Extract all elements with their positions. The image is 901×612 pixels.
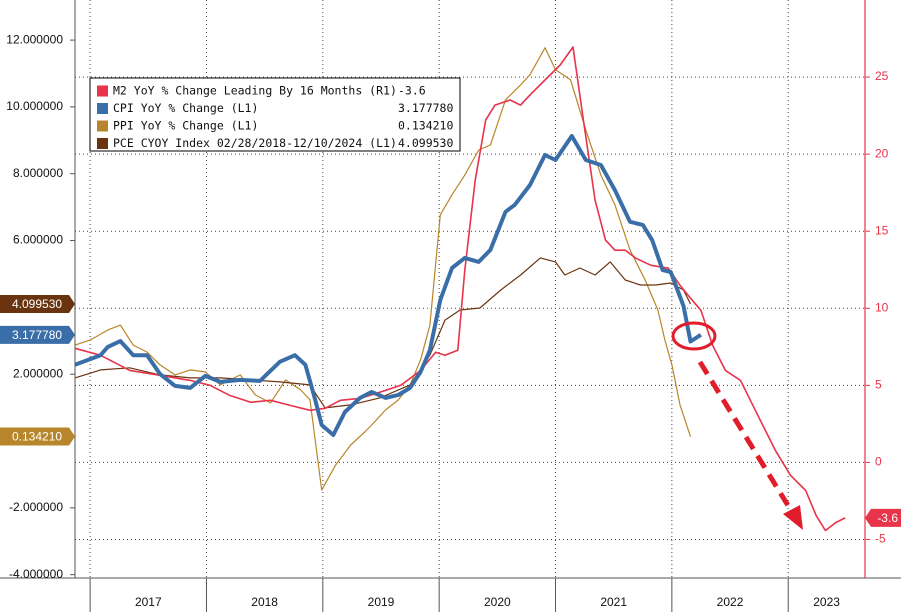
x-tick-label: 2017 xyxy=(135,595,162,609)
y2-tick-label: 20 xyxy=(875,146,889,160)
arrow-shaft xyxy=(697,360,795,514)
x-tick-label: 2022 xyxy=(717,595,744,609)
y2-tick-label: 15 xyxy=(875,223,889,237)
axis-tag-label: 3.177780 xyxy=(12,328,62,342)
y-tick-label: 12.000000 xyxy=(6,32,63,46)
annotation xyxy=(671,321,803,530)
x-tick-label: 2020 xyxy=(484,595,511,609)
legend-swatch xyxy=(97,138,108,149)
legend-swatch xyxy=(97,103,108,114)
y2-tick-label: -5 xyxy=(875,532,886,546)
series-line xyxy=(74,46,846,532)
legend-value: -3.6 xyxy=(398,84,426,98)
axis-tag-label: -3.6 xyxy=(877,511,898,525)
x-tick-label: 2018 xyxy=(251,595,278,609)
legend-swatch xyxy=(97,85,108,97)
arrow-head xyxy=(783,505,803,530)
y-tick-label: -4.000000 xyxy=(9,567,63,581)
legend-label: CPI YoY % Change (L1) xyxy=(113,101,258,115)
legend-label: M2 YoY % Change Leading By 16 Months (R1… xyxy=(113,84,397,98)
series-line xyxy=(74,257,692,409)
legend-label: PCE CYOY Index 02/28/2018-12/10/2024 (L1… xyxy=(113,136,397,150)
y-tick-label: 10.000000 xyxy=(6,99,63,113)
axis-tag xyxy=(0,295,75,314)
y-tick-label: 8.000000 xyxy=(13,166,63,180)
y-tick-label: 2.000000 xyxy=(13,366,63,380)
legend-box xyxy=(89,77,461,152)
axis-tag xyxy=(0,427,75,446)
y2-tick-label: 10 xyxy=(875,300,889,314)
lines xyxy=(74,46,846,532)
highlight-circle xyxy=(671,321,717,351)
y2-tick-label: 25 xyxy=(875,69,889,83)
legend-value: 4.099530 xyxy=(398,136,453,150)
legend-label: PPI YoY % Change (L1) xyxy=(113,119,258,133)
x-tick-label: 2019 xyxy=(368,595,395,609)
series-line xyxy=(74,134,702,437)
legend: M2 YoY % Change Leading By 16 Months (R1… xyxy=(89,77,461,152)
legend-value: 3.177780 xyxy=(398,101,453,115)
x-tick-label: 2021 xyxy=(600,595,627,609)
axis-tag-label: 4.099530 xyxy=(12,297,62,311)
legend-swatch xyxy=(97,120,108,132)
y-tick-label: 6.000000 xyxy=(13,233,63,247)
axis-tag-label: 0.134210 xyxy=(12,430,62,444)
x-tick-label: 2023 xyxy=(813,595,840,609)
legend-value: 0.134210 xyxy=(398,119,453,133)
y2-tick-label: 0 xyxy=(875,455,882,469)
axis-tag xyxy=(0,325,75,344)
y-tick-label: -2.000000 xyxy=(9,500,63,514)
axis-tag xyxy=(865,508,901,527)
y2-tick-label: 5 xyxy=(875,378,882,392)
